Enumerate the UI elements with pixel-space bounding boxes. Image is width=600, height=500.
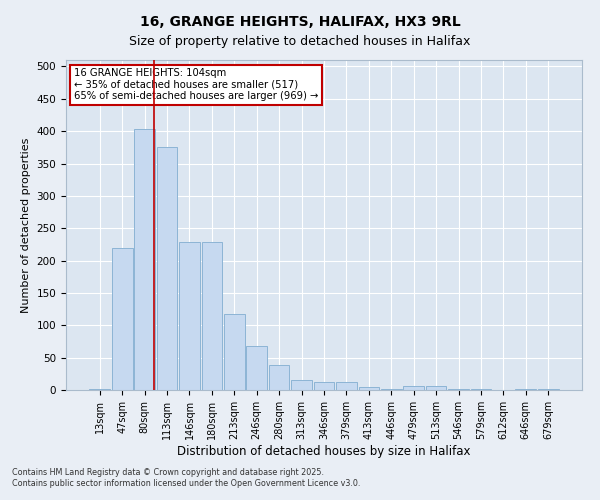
X-axis label: Distribution of detached houses by size in Halifax: Distribution of detached houses by size … xyxy=(177,444,471,458)
Text: 16, GRANGE HEIGHTS, HALIFAX, HX3 9RL: 16, GRANGE HEIGHTS, HALIFAX, HX3 9RL xyxy=(140,15,460,29)
Text: Contains HM Land Registry data © Crown copyright and database right 2025.
Contai: Contains HM Land Registry data © Crown c… xyxy=(12,468,361,487)
Text: 16 GRANGE HEIGHTS: 104sqm
← 35% of detached houses are smaller (517)
65% of semi: 16 GRANGE HEIGHTS: 104sqm ← 35% of detac… xyxy=(74,68,318,102)
Bar xyxy=(224,314,245,390)
Bar xyxy=(247,346,267,390)
Bar xyxy=(157,148,178,390)
Bar xyxy=(134,129,155,390)
Bar xyxy=(269,366,289,390)
Bar xyxy=(112,248,133,390)
Bar xyxy=(179,242,200,390)
Bar xyxy=(359,387,379,390)
Text: Size of property relative to detached houses in Halifax: Size of property relative to detached ho… xyxy=(130,35,470,48)
Bar xyxy=(403,386,424,390)
Bar xyxy=(336,382,357,390)
Bar xyxy=(426,386,446,390)
Bar xyxy=(291,380,312,390)
Y-axis label: Number of detached properties: Number of detached properties xyxy=(21,138,31,312)
Bar xyxy=(314,382,334,390)
Bar xyxy=(202,242,222,390)
Bar xyxy=(89,388,110,390)
